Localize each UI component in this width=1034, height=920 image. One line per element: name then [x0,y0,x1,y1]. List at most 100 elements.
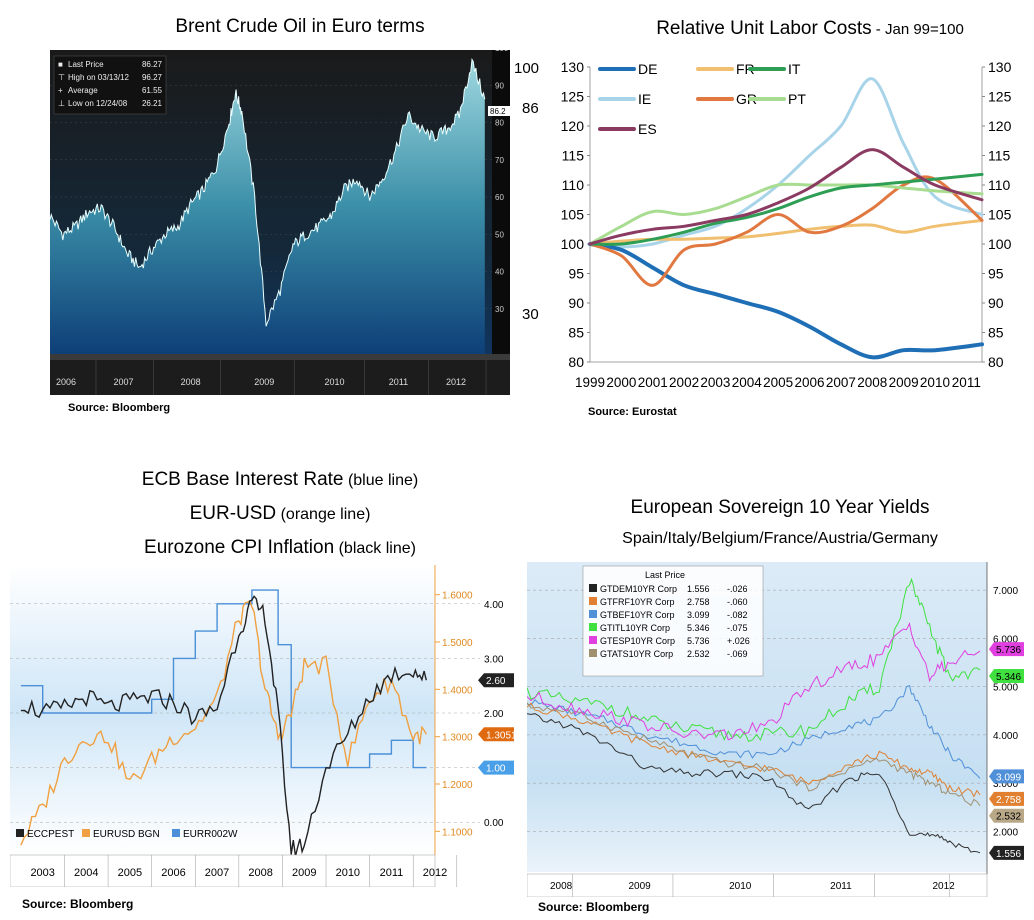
ecb-tag-rate-bg [478,760,514,775]
brent-area [50,59,485,354]
yields-legend-price: 2.532 [687,649,710,659]
brent-legend-label: Average [68,86,98,95]
brent-legend-symbol: ⊤ [58,73,65,82]
ulc-ytick-left: 115 [562,148,585,164]
yields-tag-bg [989,668,1024,683]
yields-tag-label: 5.346 [996,672,1021,683]
ecb-legend-swatch [82,829,90,837]
ulc-title: Relative Unit Labor Costs - Jan 99=100 [600,18,1020,40]
ulc-legend-label-es: ES [638,121,657,137]
yields-series-gtats10yr [527,702,981,807]
ecb-right-tick: 4.00 [484,600,504,611]
ecb-xtick-label: 2009 [292,867,316,879]
ulc-ytick-left: 80 [568,354,584,370]
ecb-xtick-label: 2005 [118,867,142,879]
yields-xtick-label: 2008 [550,881,573,892]
yields-legend-chg: -.060 [727,597,748,607]
yields-series-gtbef10yr [527,684,981,779]
ulc-xtick-label: 2003 [700,375,730,390]
yields-tag-label: 5.736 [996,645,1021,656]
yields-source: Source: Bloomberg [538,900,650,914]
yields-legend-code: GTESP10YR Corp [600,636,675,646]
ulc-ytick-right: 130 [988,59,1012,75]
ecb-left-tick: 1.1000 [442,827,473,838]
yields-xtick-label: 2009 [628,881,651,892]
ulc-series-it [588,172,984,246]
yields-legend-price: 1.556 [687,584,710,594]
ulc-legend-label-fr: FR [736,61,755,77]
brent-legend-symbol: ⊥ [58,99,65,108]
ulc-ytick-right: 90 [988,295,1004,311]
yields-subtitle: Spain/Italy/Belgium/France/Austria/Germa… [622,530,938,547]
ulc-legend-label-ie: IE [638,91,651,107]
yields-legend-swatch [589,584,597,592]
yields-series-gtesp10yr [527,622,981,741]
ulc-ytick-right: 115 [988,148,1011,164]
ulc-series-pt [588,182,984,246]
yields-legend-swatch [589,636,597,644]
brent-ytick-label: 90 [495,81,504,90]
yields-legend-swatch [589,649,597,657]
ulc-xtick-label: 2007 [826,375,856,390]
brent-source: Source: Bloomberg [68,402,171,414]
yields-legend-code: GTBEF10YR Corp [600,610,675,620]
yields-xtick-label: 2011 [830,881,852,892]
ulc-legend-label-gr: GR [736,91,757,107]
ulc-xtick-label: 2002 [669,375,699,390]
yields-legend-price: 3.099 [687,610,710,620]
yields-legend-header: Last Price [645,570,685,580]
ecb-right-tick: 3.00 [484,654,504,665]
brent-legend-value: 96.27 [142,73,163,82]
ecb-xtick-label: 2010 [336,867,360,879]
yields-ytick-label: 2.000 [993,827,1018,838]
ecb-legend-swatch [16,829,24,837]
yields-legend-code: GTDEM10YR Corp [600,584,677,594]
ulc-ytick-right: 120 [988,118,1012,134]
ulc-ytick-right: 110 [988,177,1011,193]
brent-annot-30: 30 [522,306,539,323]
ecb-chart: 4.00 3.00 2.00 1.00 0.00 1.6000 1.5000 1.4000 1.… [10,565,515,887]
ecb-series-eurusd bgn [20,599,427,846]
yields-legend-chg: -.075 [727,623,748,633]
yields-legend-code: GTITL10YR Corp [600,623,670,633]
brent-ytick-label: 40 [495,268,504,277]
brent-legend-label: High on 03/13/12 [68,73,129,82]
brent-xtick-label: 2009 [254,377,274,387]
ulc-series-es [588,148,984,246]
ecb-title: ECB Base Interest Rate (blue line) EUR-U… [70,463,490,565]
ecb-xtick-label: 2011 [380,867,404,879]
ecb-tag-eurusd: 1.3051 [486,730,515,741]
brent-ytick-label: 80 [495,119,504,128]
ulc-xtick-label: 2001 [638,375,668,390]
ecb-legend-swatch [172,829,180,837]
ulc-xtick-label: 2000 [606,375,636,390]
yields-tag-bg [989,845,1024,860]
ulc-ytick-right: 95 [988,266,1004,282]
brent-last-tag: 86.2 [490,107,506,116]
yields-tag-bg [989,791,1024,806]
ecb-xtick-label: 2006 [161,867,185,879]
ecb-series-eurr002w [20,589,427,769]
brent-ytick-label: 70 [495,156,504,165]
ulc-legend-label-it: IT [788,61,801,77]
ecb-xtick-label: 2008 [248,867,272,879]
ecb-left-tick: 1.2000 [442,780,473,791]
yields-ytick-label: 4.000 [993,731,1018,742]
ecb-source: Source: Bloomberg [22,897,134,911]
ulc-chart: 130 130 125 125 120 120 115 115 110 110 105 105 100 1… [561,59,1012,390]
ecb-left-tick: 1.6000 [442,591,473,602]
ulc-ytick-right: 85 [988,325,1004,341]
yields-legend-chg: -.069 [727,649,748,659]
ulc-ytick-right: 80 [988,354,1004,370]
ulc-title-main: Relative Unit Labor Costs [656,18,872,39]
yields-legend-swatch [589,623,597,631]
ulc-ytick-left: 125 [561,89,585,105]
ulc-xtick-label: 2005 [763,375,793,390]
yields-legend-chg: -.026 [727,584,748,594]
ulc-ytick-left: 100 [561,236,585,252]
brent-legend-symbol: + [58,86,63,95]
yields-title: European Sovereign 10 Year Yields [630,497,930,518]
ulc-ytick-left: 85 [568,325,584,341]
ecb-legend-label: EURUSD BGN [93,829,160,840]
yields-xtick-label: 2010 [729,881,752,892]
